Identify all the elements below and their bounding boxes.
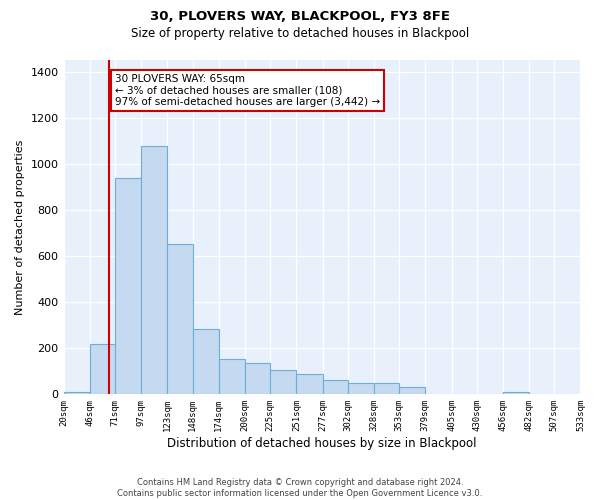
Bar bbox=[348, 383, 374, 394]
Bar bbox=[141, 146, 167, 394]
Bar bbox=[270, 370, 296, 394]
Text: 30 PLOVERS WAY: 65sqm
← 3% of detached houses are smaller (108)
97% of semi-deta: 30 PLOVERS WAY: 65sqm ← 3% of detached h… bbox=[115, 74, 380, 107]
Bar bbox=[219, 358, 245, 394]
Bar bbox=[296, 374, 323, 394]
Bar bbox=[64, 392, 90, 394]
Bar bbox=[323, 380, 348, 394]
Bar bbox=[193, 328, 219, 394]
Bar bbox=[90, 344, 115, 394]
Y-axis label: Number of detached properties: Number of detached properties bbox=[15, 140, 25, 315]
Bar bbox=[245, 363, 270, 394]
Bar bbox=[399, 388, 425, 394]
Text: Contains HM Land Registry data © Crown copyright and database right 2024.
Contai: Contains HM Land Registry data © Crown c… bbox=[118, 478, 482, 498]
X-axis label: Distribution of detached houses by size in Blackpool: Distribution of detached houses by size … bbox=[167, 437, 477, 450]
Bar bbox=[115, 178, 141, 394]
Text: Size of property relative to detached houses in Blackpool: Size of property relative to detached ho… bbox=[131, 28, 469, 40]
Bar bbox=[503, 392, 529, 394]
Text: 30, PLOVERS WAY, BLACKPOOL, FY3 8FE: 30, PLOVERS WAY, BLACKPOOL, FY3 8FE bbox=[150, 10, 450, 23]
Bar bbox=[167, 244, 193, 394]
Bar bbox=[374, 383, 399, 394]
